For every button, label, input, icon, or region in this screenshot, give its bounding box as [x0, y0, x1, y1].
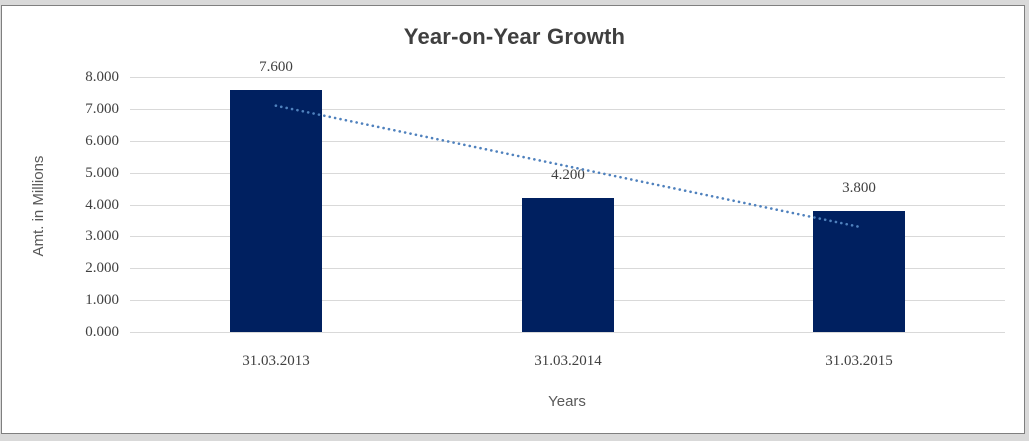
- bar-data-label: 3.800: [842, 180, 876, 196]
- bar: [522, 198, 614, 332]
- bar: [230, 90, 322, 332]
- bar-data-label: 7.600: [259, 59, 293, 75]
- y-axis-tick-label: 0.000: [85, 324, 119, 340]
- x-axis-title: Years: [548, 393, 586, 410]
- bar: [813, 211, 905, 332]
- y-axis-tick-label: 4.000: [85, 197, 119, 213]
- y-axis-tick-label: 7.000: [85, 101, 119, 117]
- y-axis-tick-label: 6.000: [85, 133, 119, 149]
- x-axis-tick-label: 31.03.2015: [825, 353, 893, 369]
- x-axis-tick-label: 31.03.2013: [242, 353, 310, 369]
- gridline: [130, 77, 1005, 78]
- y-axis-tick-label: 2.000: [85, 260, 119, 276]
- chart-title: Year-on-Year Growth: [403, 24, 626, 49]
- x-axis-tick-label: 31.03.2014: [534, 353, 602, 369]
- y-axis-tick-label: 1.000: [85, 292, 119, 308]
- y-axis-tick-label: 5.000: [85, 165, 119, 181]
- gridline: [130, 332, 1005, 333]
- y-axis-tick-label: 8.000: [85, 69, 119, 85]
- bar-data-label: 4.200: [551, 167, 585, 183]
- y-axis-tick-label: 3.000: [85, 228, 119, 244]
